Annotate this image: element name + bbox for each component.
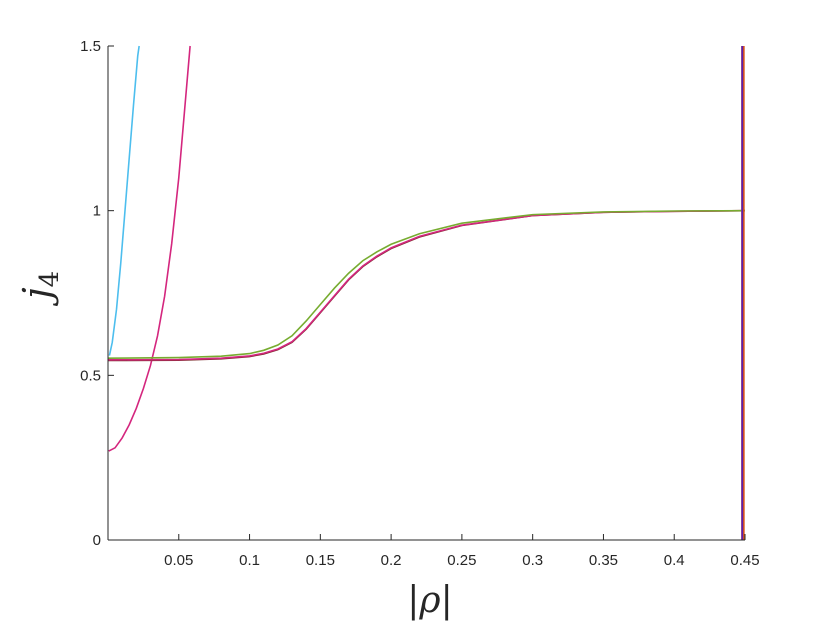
y-axis-label-subscript: 4 [35,271,65,288]
x-tick-label: 0.05 [164,552,193,569]
svg-text:j4: j4 [15,271,65,306]
y-axis-label-main: j [15,287,59,306]
x-tick-label: 0.4 [664,552,685,569]
series-line-4 [107,209,746,361]
x-tick-label: 0.45 [730,552,759,569]
ticks: 0.05 0.1 0.15 0.2 0.25 0.3 0.35 0.4 0.45 0 0.5 1 1.5 [80,38,759,569]
series-line-1 [108,45,140,356]
y-tick-label: 0 [93,532,101,549]
series-line-5 [107,209,746,360]
y-tick-label: 0.5 [80,367,101,384]
x-tick-label: 0.35 [589,552,618,569]
x-tick-label: 0.3 [522,552,543,569]
x-tick-label: 0.25 [447,552,476,569]
x-axis-label: |ρ| [407,580,452,621]
x-tick-label: 0.1 [239,552,260,569]
series-line-2 [108,45,191,452]
y-axis-label: j4 [15,271,65,306]
plot-lines [107,45,746,540]
axes [107,46,745,541]
series-line-3 [107,209,746,362]
x-tick-label: 0.15 [306,552,335,569]
y-tick-label: 1 [93,203,101,220]
x-tick-label: 0.2 [381,552,402,569]
y-tick-label: 1.5 [80,38,101,55]
